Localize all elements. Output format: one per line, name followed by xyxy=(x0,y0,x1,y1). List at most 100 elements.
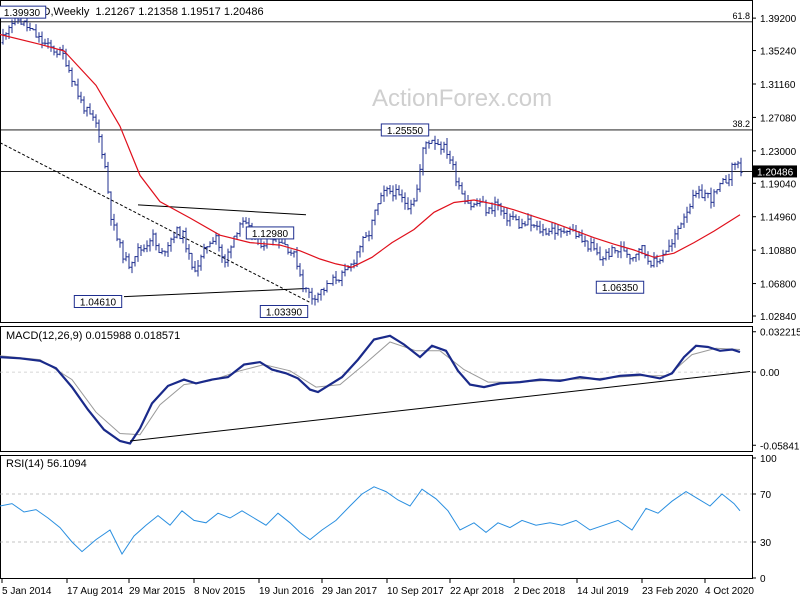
price-bar xyxy=(457,177,461,190)
price-bar xyxy=(634,253,638,262)
price-y-tick-label: 1.39200 xyxy=(760,14,797,25)
rsi-panel xyxy=(0,486,752,555)
price-bar xyxy=(604,249,608,261)
price-bar xyxy=(526,213,530,226)
price-panel: 61.8 38.2 1.39930 1.04610 1.12980 1.03390 1.25… xyxy=(0,5,752,318)
price-bar xyxy=(508,213,512,227)
price-bar xyxy=(316,292,320,303)
x-tick-label: 4 Oct 2020 xyxy=(705,586,754,597)
price-bar xyxy=(103,152,107,169)
price-bar xyxy=(373,209,377,226)
x-tick-label: 8 Nov 2015 xyxy=(194,586,246,597)
price-y-tick-label: 1.19040 xyxy=(760,179,797,190)
price-bar xyxy=(637,247,641,261)
price-bar xyxy=(670,238,674,252)
price-bar xyxy=(451,156,455,170)
price-bar xyxy=(469,200,473,211)
price-bar xyxy=(187,244,191,260)
price-bar xyxy=(34,24,38,38)
level-label: 61.8 xyxy=(732,11,750,21)
price-bar xyxy=(679,222,683,229)
price-bar xyxy=(163,250,167,257)
rsi-title: RSI(14) 56.1094 xyxy=(6,458,87,470)
price-bar xyxy=(430,139,434,144)
price-bar xyxy=(625,248,629,258)
price-bar xyxy=(118,238,122,248)
price-bar xyxy=(151,229,155,247)
price-bar xyxy=(448,150,452,164)
price-bar xyxy=(694,190,698,198)
price-bar xyxy=(556,224,560,236)
macd-panel xyxy=(0,334,752,445)
price-bar xyxy=(544,227,548,236)
price-bar xyxy=(76,78,80,100)
price-bar xyxy=(91,109,95,121)
price-bar xyxy=(688,203,692,215)
price-bar xyxy=(535,220,539,231)
price-bar xyxy=(493,196,497,217)
price-bar xyxy=(286,244,290,255)
price-bar xyxy=(238,222,242,237)
price-bar xyxy=(331,274,335,286)
price-bar xyxy=(292,250,296,258)
price-bar xyxy=(205,246,209,254)
price-bar xyxy=(376,203,380,216)
x-tick-label: 2 Dec 2018 xyxy=(514,586,566,597)
price-bar xyxy=(595,243,599,256)
price-bar xyxy=(226,248,230,267)
price-bar xyxy=(190,252,194,270)
price-bar xyxy=(88,103,92,115)
price-bar xyxy=(25,17,29,32)
price-bar xyxy=(529,214,533,232)
price-label-box xyxy=(0,5,47,19)
price-bar xyxy=(598,246,602,261)
price-bar xyxy=(61,44,65,60)
trendline xyxy=(123,287,307,298)
price-bar xyxy=(319,288,323,301)
price-bar xyxy=(517,216,521,229)
rsi-y-tick-label: 30 xyxy=(760,538,772,549)
price-bar xyxy=(643,244,647,259)
price-bar xyxy=(661,249,665,263)
price-bar xyxy=(628,253,632,265)
price-bar xyxy=(718,182,722,192)
price-bar xyxy=(169,237,173,252)
price-bar xyxy=(709,187,713,209)
price-y-tick-label: 1.31160 xyxy=(760,80,796,91)
price-bar xyxy=(37,32,41,43)
price-bar xyxy=(337,279,341,283)
price-bar xyxy=(244,217,248,225)
price-bar xyxy=(43,38,47,46)
price-bar xyxy=(70,67,74,87)
price-bar xyxy=(154,232,158,251)
price-y-tick-label: 1.14960 xyxy=(760,213,797,224)
price-bar xyxy=(406,197,410,211)
rsi-y-tick-label: 100 xyxy=(760,454,777,465)
axes: 1.39200 1.35240 1.31160 1.27080 1.23000 1.190… xyxy=(1,14,800,597)
price-bar xyxy=(82,96,86,114)
price-bar xyxy=(586,240,590,252)
price-bar xyxy=(307,287,311,299)
rsi-panel-frame xyxy=(0,455,753,579)
watermark: ActionForex.com xyxy=(372,85,552,112)
price-bar xyxy=(109,191,113,226)
x-tick-label: 29 Jan 2017 xyxy=(322,586,377,597)
price-bar xyxy=(385,186,389,197)
price-bar xyxy=(523,221,527,227)
rsi-y-tick-label: 70 xyxy=(760,490,772,501)
price-bar xyxy=(382,185,386,202)
price-bar xyxy=(433,135,437,150)
x-tick-label: 29 Mar 2015 xyxy=(129,586,186,597)
price-bar xyxy=(85,106,89,117)
price-bar xyxy=(439,141,443,155)
price-bar xyxy=(199,254,203,271)
price-bar xyxy=(580,229,584,243)
price-bar xyxy=(115,222,119,242)
price-bar xyxy=(682,213,686,228)
price-bar xyxy=(418,164,422,193)
price-bar xyxy=(520,218,524,229)
price-bar xyxy=(367,230,371,242)
price-bar xyxy=(142,244,146,253)
x-tick-label: 22 Apr 2018 xyxy=(450,586,504,597)
